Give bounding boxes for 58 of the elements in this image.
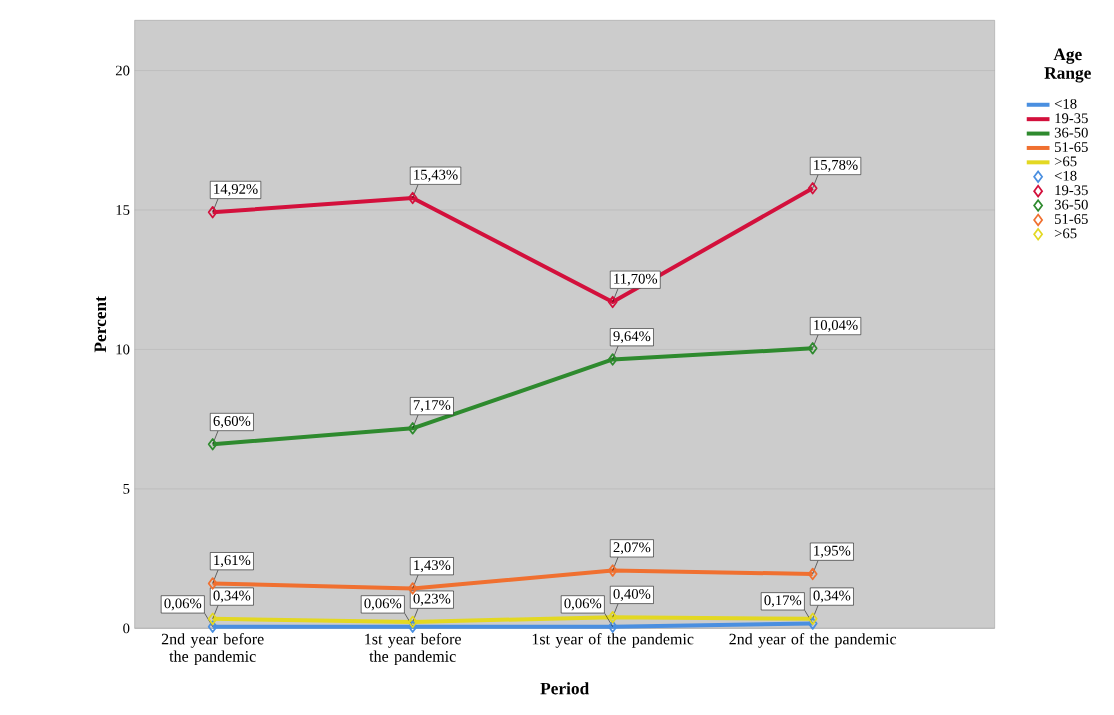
data-label: 0,34% xyxy=(213,590,251,603)
data-label: 0,17% xyxy=(764,595,802,608)
x-tick-label: 2nd year of the pandemic xyxy=(729,633,897,648)
text: >65 xyxy=(1054,156,1077,167)
y-tick-label: 5 xyxy=(123,484,130,494)
x-axis-title: Period xyxy=(540,682,590,695)
legend-label: 51-65 xyxy=(1055,214,1088,224)
data-label: 6,60% xyxy=(213,415,251,428)
point xyxy=(807,342,818,355)
point xyxy=(407,422,418,435)
point xyxy=(407,615,418,629)
data-label: 0,34% xyxy=(813,590,851,603)
point xyxy=(207,206,218,219)
text: 19-35 xyxy=(1055,113,1088,124)
point xyxy=(807,567,818,581)
x-tick-label: 1st year before the pandemic xyxy=(365,633,461,666)
data-label: 7,17% xyxy=(413,400,451,413)
y-tick-label: 0 xyxy=(123,623,130,634)
legend-label: 19-35 xyxy=(1055,185,1088,196)
data-label: 0,06% xyxy=(364,598,402,611)
data-label: 1,95% xyxy=(814,545,851,558)
data-label: 0,23% xyxy=(413,593,451,606)
x-tick-label: 2nd year before the pandemic xyxy=(161,633,264,666)
point xyxy=(407,191,418,205)
data-label: 1,61% xyxy=(214,555,251,568)
text: 51-65 xyxy=(1055,142,1088,152)
point xyxy=(807,182,818,195)
legend-label: 36-50 xyxy=(1054,199,1088,210)
data-label: 9,64% xyxy=(613,331,651,344)
y-axis-title: Percent xyxy=(94,296,107,353)
data-label: 0,40% xyxy=(613,588,651,601)
data-label: 1,43% xyxy=(414,560,451,573)
point xyxy=(207,438,218,451)
data-label: 0,06% xyxy=(564,598,602,611)
text: <18 xyxy=(1054,98,1077,109)
data-label: 11,70% xyxy=(614,273,658,286)
point xyxy=(607,610,618,624)
data-label: 10,04% xyxy=(814,320,858,333)
point xyxy=(607,353,618,366)
data-label: 0,06% xyxy=(164,598,202,611)
point xyxy=(207,620,218,633)
legend-label: <18 xyxy=(1054,170,1077,181)
point xyxy=(207,612,218,626)
x-tick-label: 1st year of the pandemic xyxy=(532,633,694,648)
legend-title: Age Range xyxy=(1044,48,1091,83)
data-label: 15,43% xyxy=(414,169,458,182)
y-tick-label: 10 xyxy=(116,344,130,355)
point xyxy=(807,612,818,626)
point xyxy=(607,295,618,309)
point xyxy=(207,577,218,590)
data-label: 15,78% xyxy=(814,159,858,172)
y-tick-label: 15 xyxy=(116,205,130,215)
data-label: 2,07% xyxy=(613,542,651,555)
point xyxy=(607,564,618,577)
legend-label: >65 xyxy=(1054,228,1077,239)
y-tick-label: 20 xyxy=(115,65,130,76)
data-label: 14,92% xyxy=(214,183,258,196)
text: 36-50 xyxy=(1054,127,1088,138)
